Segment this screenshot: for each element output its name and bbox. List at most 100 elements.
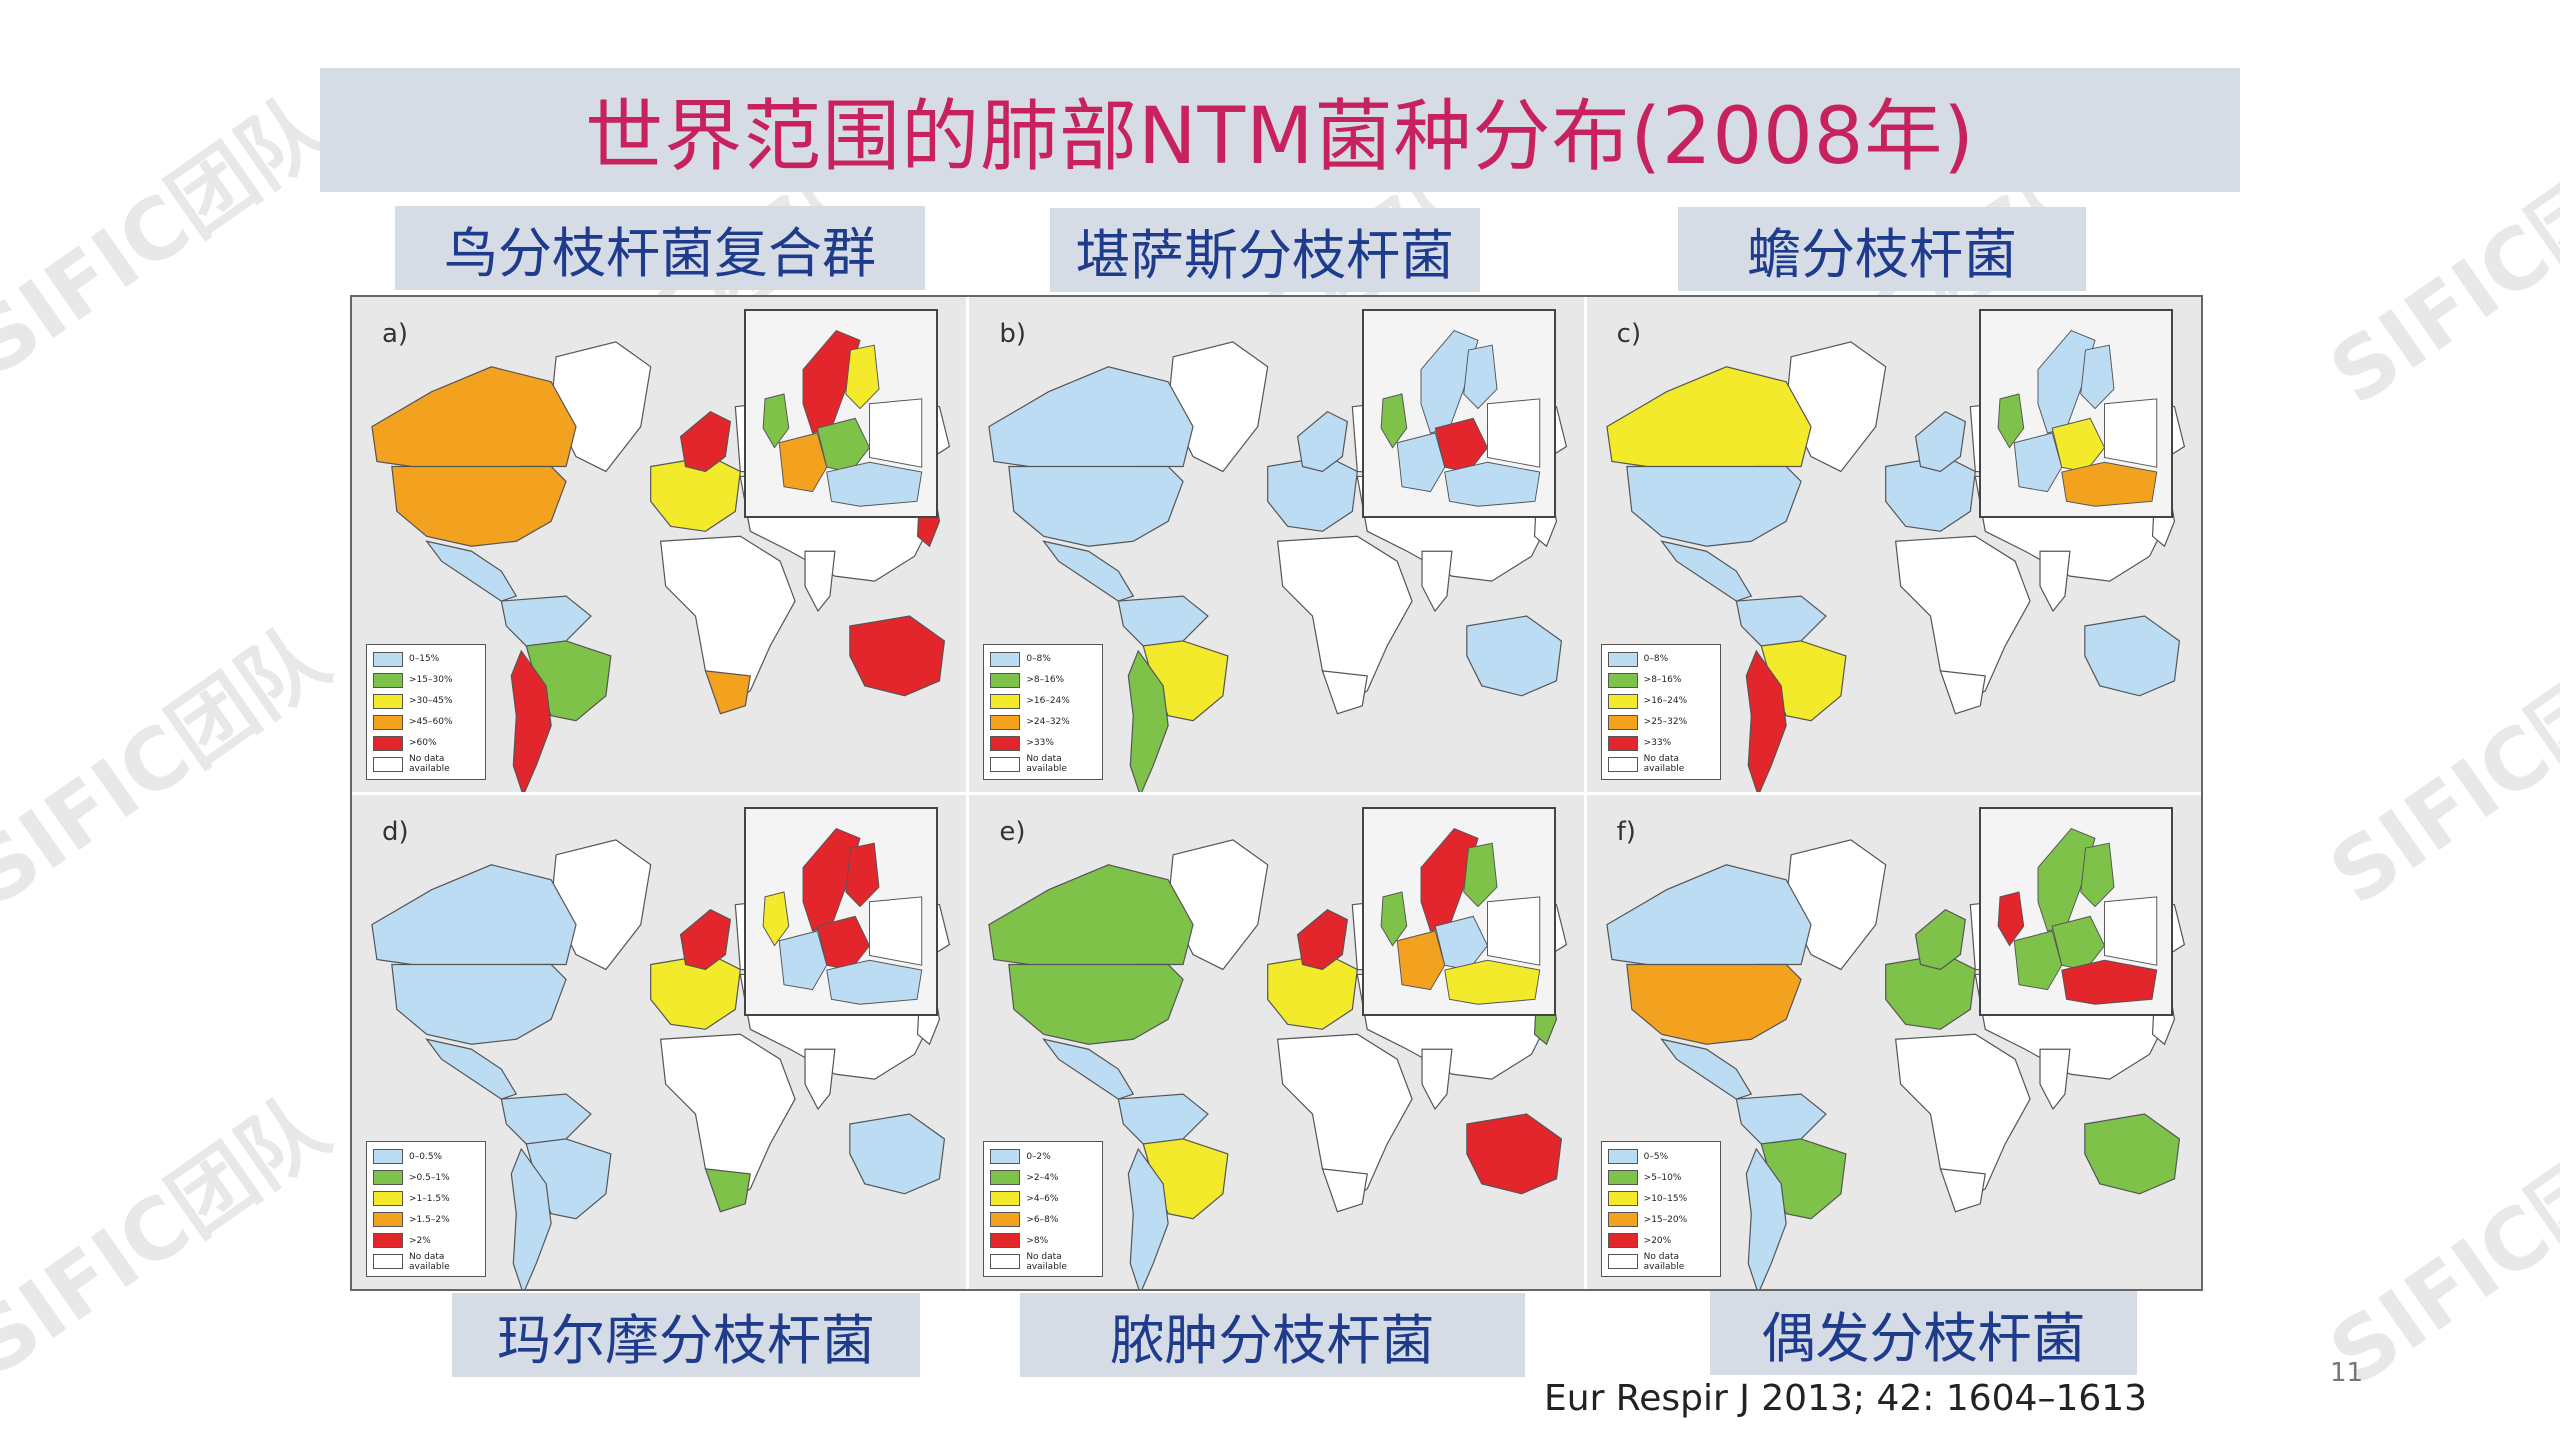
region-southern-south-america (1745, 649, 1787, 792)
world-map (1605, 341, 2185, 792)
inset-region-scandinavia (2037, 329, 2096, 434)
region-canada (371, 863, 577, 970)
region-africa (1277, 1033, 1414, 1205)
region-scandinavia (679, 410, 732, 473)
legend-item: >4–6% (990, 1188, 1096, 1209)
page-number: 11 (2330, 1358, 2364, 1388)
legend-item: >1–1.5% (373, 1188, 479, 1209)
legend-item: >10–15% (1607, 1188, 1714, 1209)
map-panel-5: e) 0–2% >2–4% >4–6% >6–8% >8% No data availabl… (969, 794, 1584, 1289)
region-central-america (1042, 540, 1135, 602)
legend-swatch (373, 1149, 403, 1164)
inset-region-uk (1997, 393, 2025, 449)
inset-region-uk (1380, 393, 1407, 449)
inset-region-south (826, 461, 923, 507)
label-kansasii: 堪萨斯分枝杆菌 (1050, 208, 1480, 292)
map-legend: 0–0.5% >0.5–1% >1–1.5% >1.5–2% >2% No data av… (366, 1141, 486, 1277)
inset-region-finland (2080, 842, 2115, 907)
legend-label: >4–6% (1026, 1193, 1059, 1204)
region-scandinavia (1297, 908, 1349, 970)
inset-region-west (1396, 929, 1445, 990)
region-central-america (425, 1037, 518, 1100)
inset-region-scandinavia (1420, 329, 1479, 434)
region-south-africa (704, 670, 751, 715)
panel-letter: a) (382, 319, 409, 349)
legend-label: >60% (409, 738, 437, 748)
region-central-america (1659, 1037, 1752, 1100)
legend-label: >25–32% (1643, 717, 1688, 727)
legend-item: >33% (1607, 733, 1714, 754)
legend-item: >15–30% (373, 670, 479, 691)
inset-region-scandinavia (802, 329, 861, 434)
legend-label: >16–24% (1026, 696, 1070, 706)
legend-label: No data available (1026, 754, 1067, 774)
region-united-states (1625, 963, 1802, 1045)
legend-label: >1–1.5% (409, 1193, 450, 1204)
legend-item: >0.5–1% (373, 1167, 479, 1188)
legend-label: >16–24% (1643, 696, 1688, 706)
region-northern-south-america (1117, 595, 1210, 647)
map-legend: 0–2% >2–4% >4–6% >6–8% >8% No data available (983, 1141, 1104, 1277)
region-india (1421, 550, 1453, 613)
legend-swatch (990, 1170, 1021, 1185)
region-scandinavia (679, 908, 732, 970)
legend-label: >15–30% (409, 675, 453, 685)
title-bar: 世界范围的肺部NTM菌种分布(2008年) (320, 68, 2240, 192)
inset-region-west (779, 432, 828, 493)
legend-swatch (990, 693, 1021, 709)
region-australia (1466, 1112, 1563, 1194)
region-australia (849, 615, 946, 697)
inset-region-south (826, 959, 923, 1005)
legend-swatch (1607, 651, 1638, 667)
legend-swatch (1607, 1170, 1638, 1185)
region-africa (1894, 1033, 2031, 1205)
panel-letter: e) (999, 816, 1026, 847)
legend-item: >2–4% (990, 1167, 1096, 1188)
legend-item: No data available (1607, 754, 1714, 775)
label-mac: 鸟分枝杆菌复合群 (395, 206, 925, 290)
region-northern-south-america (1117, 1092, 1210, 1145)
inset-region-west (2013, 929, 2063, 990)
legend-label: >33% (1643, 738, 1672, 748)
legend-label: >33% (1026, 738, 1054, 748)
legend-label: 0–15% (409, 654, 440, 664)
label-fortuitum: 偶发分枝杆菌 (1710, 1291, 2137, 1375)
legend-item: No data available (373, 754, 479, 775)
inset-region-scandinavia (802, 827, 861, 932)
region-northern-south-america (1735, 595, 1827, 647)
region-southern-south-america (1745, 1147, 1787, 1289)
inset-region-central (817, 915, 871, 971)
inset-region-east (869, 895, 923, 966)
region-southern-south-america (1128, 649, 1170, 792)
region-africa (1277, 535, 1414, 707)
inset-region-uk (1380, 890, 1407, 947)
legend-label: >8–16% (1026, 675, 1065, 685)
map-panel-4: d) 0–0.5% >0.5–1% >1–1.5% >1.5–2% >2% No data … (352, 794, 967, 1289)
map-legend: 0–5% >5–10% >10–15% >15–20% >20% No data avai… (1600, 1141, 1721, 1277)
watermark: SIFIC团队 (2312, 608, 2560, 924)
legend-swatch (990, 1212, 1021, 1227)
legend-item: 0–0.5% (373, 1146, 479, 1167)
region-africa (659, 535, 796, 707)
legend-swatch (1607, 672, 1638, 688)
inset-region-finland (1462, 842, 1498, 907)
legend-swatch (990, 1254, 1021, 1269)
legend-item: 0–15% (373, 649, 479, 670)
legend-item: >45–60% (373, 712, 479, 733)
region-central-america (1042, 1037, 1135, 1100)
legend-swatch (373, 714, 403, 730)
europe-inset (744, 806, 939, 1016)
legend-label: 0–8% (1643, 654, 1669, 664)
legend-swatch (1607, 1254, 1638, 1269)
legend-label: >24–32% (1026, 717, 1070, 727)
legend-swatch (990, 1149, 1021, 1164)
inset-region-central (817, 417, 871, 473)
legend-label: >6–8% (1026, 1214, 1059, 1225)
map-panel-6: f) 0–5% >5–10% >10–15% >15–20% >20% No data av… (1586, 794, 2201, 1289)
legend-item: >24–32% (990, 712, 1096, 733)
panel-letter: d) (382, 816, 409, 847)
inset-region-finland (845, 842, 880, 907)
legend-label: >15–20% (1643, 1214, 1688, 1225)
legend-swatch (373, 1254, 403, 1269)
region-canada (1605, 366, 1812, 473)
